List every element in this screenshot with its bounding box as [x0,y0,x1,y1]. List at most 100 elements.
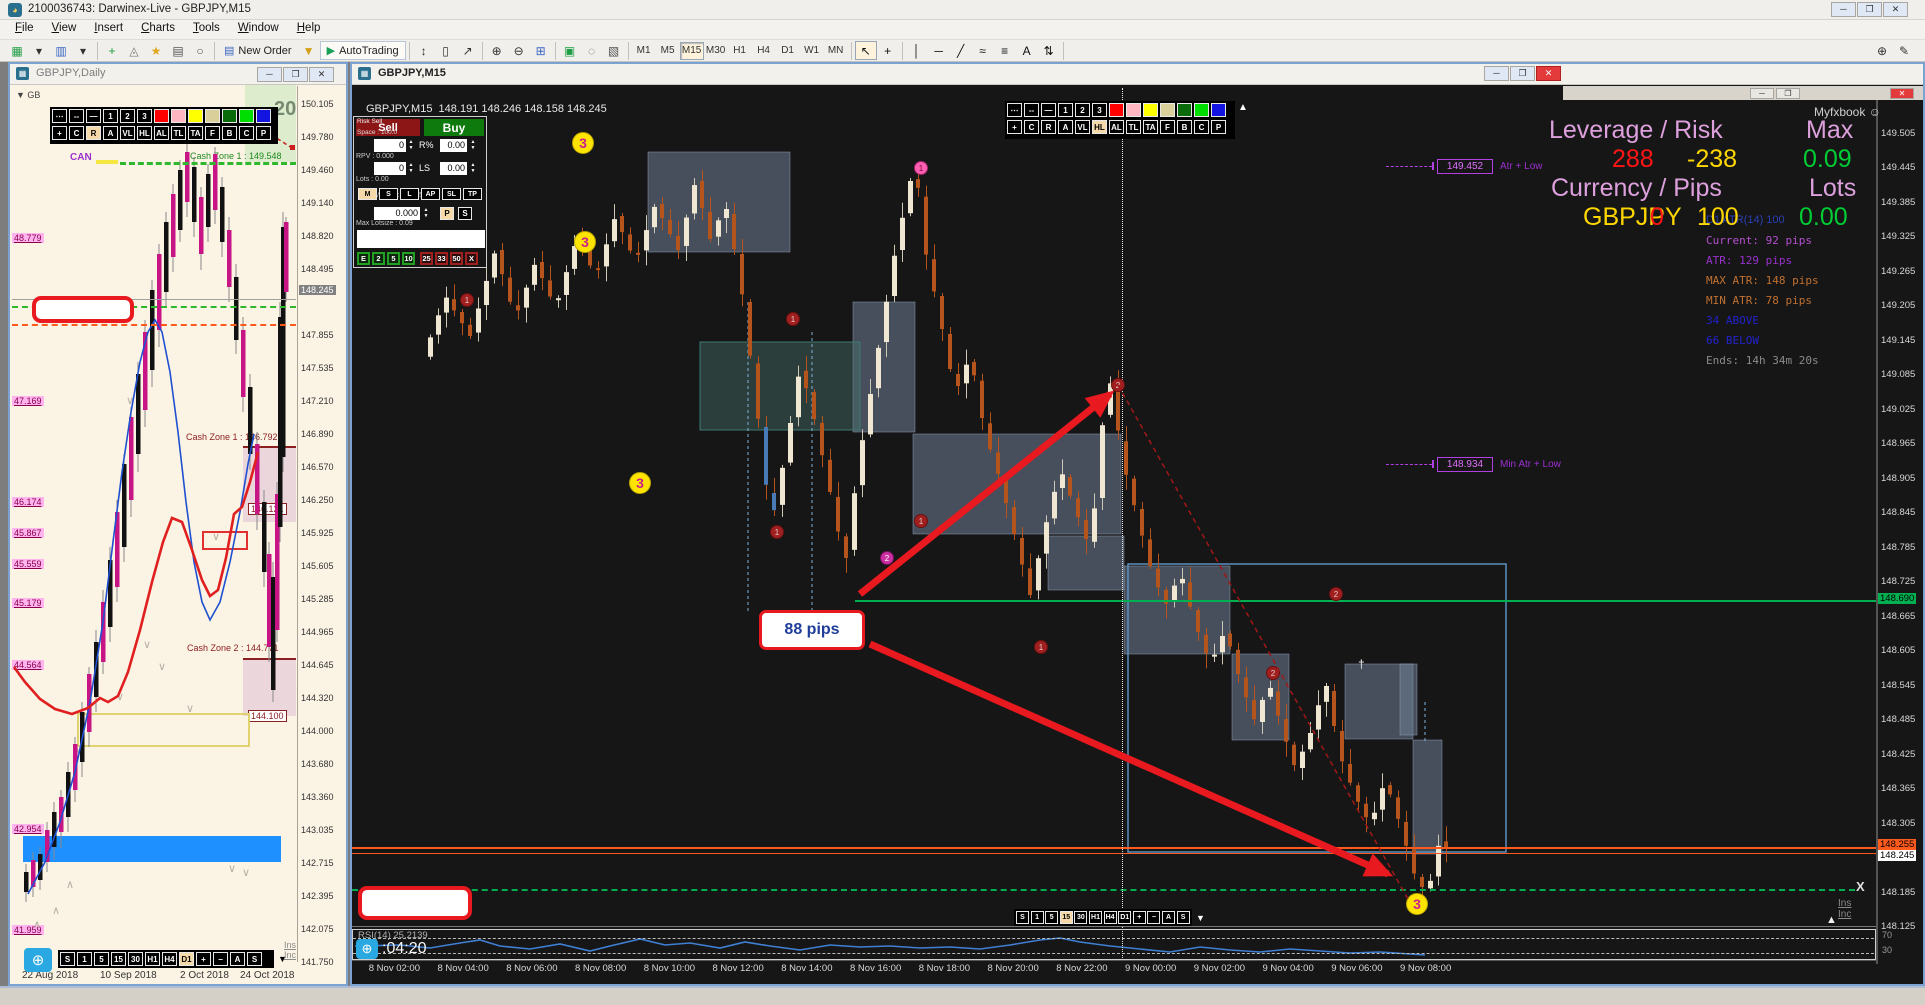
spinner-control[interactable]: ▲ ▼ [423,207,429,219]
m15-tf-30[interactable]: 30 [1074,911,1088,924]
mode-s[interactable]: S [379,188,398,200]
daily-tool-p[interactable]: P [256,126,271,140]
close-button[interactable]: ✕ [309,67,334,82]
timeframe-button-m1[interactable]: M1 [636,45,651,56]
timeframe-button-mn[interactable]: MN [827,45,844,56]
m15-tool-tl[interactable]: TL [1126,120,1141,134]
funnel-icon[interactable]: ▼ [302,43,315,58]
daily-tool---[interactable]: -- [69,109,84,123]
timeframe-button-h4[interactable]: H4 [757,45,770,56]
close-button[interactable]: ✕ [1536,66,1561,81]
daily-tool-tl[interactable]: TL [171,126,186,140]
profiles-dropdown[interactable]: ▾ [79,43,87,58]
m15-tool-⋯[interactable]: ⋯ [1007,103,1022,117]
strategy-tester-button[interactable]: ○ [196,43,204,58]
daily-tool-c[interactable]: C [239,126,254,140]
m15-tf-h4[interactable]: H4 [1103,911,1117,924]
profiles-button[interactable]: ▥ [55,43,67,58]
lot-size-input[interactable]: 0.000 [374,207,420,220]
m15-tf-a[interactable]: A [1162,911,1175,924]
scroll-end-arrow[interactable]: ▲ [1826,914,1837,926]
daily-tool-ta[interactable]: TA [188,126,203,140]
m15-tool-swatch-8[interactable] [1143,103,1158,117]
m15-tool-swatch-11[interactable] [1194,103,1209,117]
m15-tool-1[interactable]: 1 [1058,103,1073,117]
sp-input[interactable]: 0 [374,139,406,152]
daily-tool-⋯[interactable]: ⋯ [52,109,67,123]
quick-risk-button-50[interactable]: 50 [450,252,463,265]
templates-button[interactable]: ▧ [607,43,620,58]
m15-tool-+[interactable]: + [1007,120,1022,134]
zoom-out-button[interactable]: ⊖ [513,43,524,58]
menu-item-charts[interactable]: Charts [141,22,175,34]
tile-windows-button[interactable]: ⊞ [535,43,546,58]
market-watch-button[interactable]: + [108,43,116,58]
daily-tool-f[interactable]: F [205,126,220,140]
spinner-control[interactable]: ▲ ▼ [408,162,414,174]
m15-tool-b[interactable]: B [1177,120,1192,134]
daily-tool-a[interactable]: A [103,126,118,140]
timeframe-button-m5[interactable]: M5 [660,45,675,56]
new-order-button[interactable]: ▤ New Order [224,44,292,58]
daily-tool-al[interactable]: AL [154,126,169,140]
daily-tool-swatch-10[interactable] [222,109,237,123]
bars-chart-button[interactable]: ↕ [420,43,427,58]
line-close-x-button[interactable]: X [1856,879,1865,894]
m15-toolbar-collapse[interactable]: ▲ [1238,102,1248,113]
daily-tf-d1[interactable]: D1 [179,952,194,966]
text-tool[interactable]: A [1022,43,1031,58]
m15-tool-2[interactable]: 2 [1075,103,1090,117]
daily-tool-+[interactable]: + [52,126,67,140]
quick-risk-button-2[interactable]: 2 [372,252,385,265]
m15-tool-swatch-10[interactable] [1177,103,1192,117]
daily-tool-vl[interactable]: VL [120,126,135,140]
candles-chart-button[interactable]: ▯ [442,43,449,58]
daily-tool-swatch-7[interactable] [171,109,186,123]
restore-button[interactable]: ❐ [283,67,308,82]
m15-tool-a[interactable]: A [1058,120,1073,134]
m15-tf-1[interactable]: 1 [1030,911,1044,924]
restore-button[interactable]: ❐ [1857,2,1882,17]
mode-ap[interactable]: AP [421,188,440,200]
daily-tool-r[interactable]: R [86,126,101,140]
quick-risk-button-10[interactable]: 10 [402,252,415,265]
daily-tool-3[interactable]: 3 [137,109,152,123]
quick-risk-button-33[interactable]: 33 [435,252,448,265]
m15-tf-d1[interactable]: D1 [1118,911,1132,924]
sell-button[interactable]: Sell [356,119,420,136]
horizontal-line-tool[interactable]: ─ [934,43,943,58]
m15-tf-+[interactable]: + [1132,911,1146,924]
m15-chart-canvas[interactable]: ─ ❐ ✕ 149.505 149.445 149.385 149.325 149.265 14… [352,85,1923,984]
inner-restore-button[interactable]: ❐ [1776,88,1800,99]
m15-tool-p[interactable]: P [1211,120,1226,134]
daily-tf-s[interactable]: S [247,952,262,966]
mode-l[interactable]: L [400,188,419,200]
quick-risk-button-x[interactable]: X [465,252,478,265]
daily-crosshair-icon[interactable]: ⊕ [24,948,52,972]
m15-tool-3[interactable]: 3 [1092,103,1107,117]
trendline-tool[interactable]: ╱ [956,43,965,58]
daily-tf-30[interactable]: 30 [128,952,143,966]
timeframe-button-d1[interactable]: D1 [781,45,794,56]
daily-tool-swatch-6[interactable] [154,109,169,123]
m15-tool-swatch-6[interactable] [1109,103,1124,117]
zoom-in-button[interactable]: ⊕ [491,43,502,58]
minimize-button[interactable]: ─ [257,67,282,82]
stop-button[interactable]: S [458,207,472,220]
daily-title-bar[interactable]: ▦ GBPJPY,Daily ─ ❐ ✕ [10,64,346,85]
m15-tf-s[interactable]: S [1176,911,1190,924]
search-icon[interactable]: ⊕ [1876,43,1888,58]
timeframe-button-w1[interactable]: W1 [804,45,820,56]
new-chart-dropdown[interactable]: ▾ [35,43,43,58]
m15-tool-c[interactable]: C [1194,120,1209,134]
menu-item-tools[interactable]: Tools [192,22,220,34]
daily-tf-−[interactable]: − [213,952,228,966]
mode-tp[interactable]: TP [463,188,482,200]
m15-title-bar[interactable]: ▦ GBPJPY,M15 ─ ❐ ✕ [352,64,1923,85]
panel-comment-field[interactable] [357,230,485,248]
timer-icon[interactable]: ⊕ [356,939,378,959]
inner-minimize-button[interactable]: ─ [1750,88,1774,99]
m15-tool-r[interactable]: R [1041,120,1056,134]
daily-tool-swatch-9[interactable] [205,109,220,123]
vertical-line-tool[interactable]: │ [912,43,921,58]
